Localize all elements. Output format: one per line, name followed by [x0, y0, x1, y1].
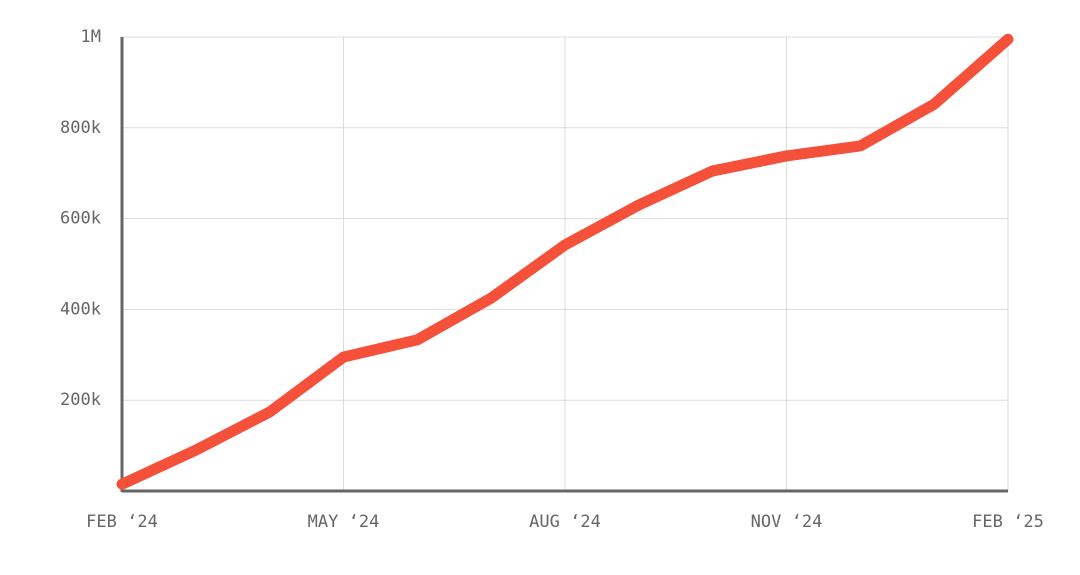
line: [116, 33, 1014, 490]
x-tick-label: AUG ‘24: [529, 512, 601, 532]
x-tick-label: FEB ‘25: [972, 512, 1044, 532]
y-tick-label: 400k: [60, 299, 101, 319]
x-tick-label: MAY ‘24: [308, 512, 380, 532]
y-tick-label: 800k: [60, 118, 101, 138]
y-tick-label: 600k: [60, 209, 101, 229]
y-tick-label: 1M: [81, 27, 101, 47]
x-tick-label: NOV ‘24: [751, 512, 823, 532]
y-tick-label: 200k: [60, 390, 101, 410]
x-tick-label: FEB ‘24: [86, 512, 158, 532]
